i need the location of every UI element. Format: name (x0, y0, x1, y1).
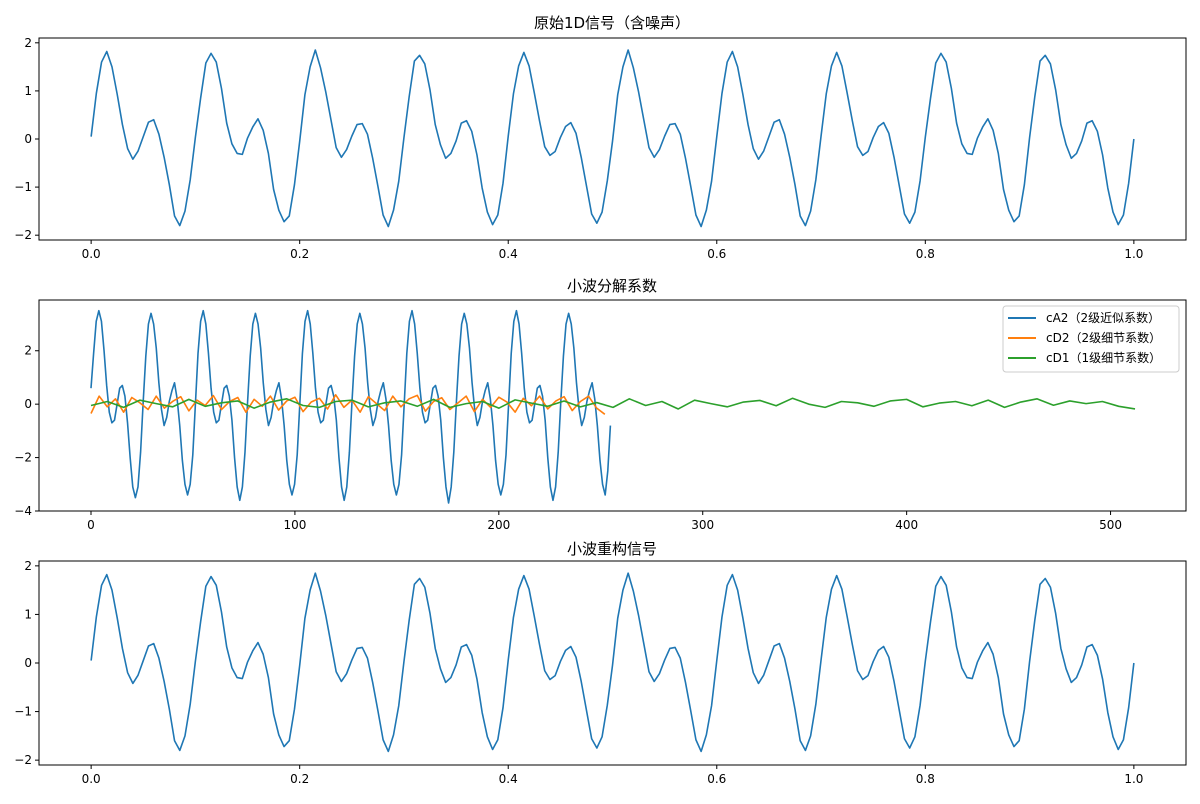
legend-label: cD1（1级细节系数） (1046, 350, 1161, 365)
series-line-1 (90, 394, 606, 415)
x-tick-label: 0 (87, 518, 95, 532)
legend-label: cA2（2级近似系数） (1046, 310, 1160, 325)
x-tick-label: 0.2 (290, 772, 309, 786)
y-tick-label: 2 (24, 344, 32, 358)
x-tick-label: 0.0 (82, 247, 101, 261)
y-tick-label: −4 (14, 504, 32, 518)
x-tick-label: 0.6 (707, 772, 726, 786)
panel-original-signal: 原始1D信号（含噪声） 0.0 0.2 0.4 0.6 0.8 1.0 −2 −1 0 1 2 (14, 14, 1187, 261)
series-line-2 (90, 397, 1136, 410)
series-line-0 (90, 572, 1135, 753)
y-tick-label: 2 (24, 36, 32, 50)
y-tick-label: −2 (14, 451, 32, 465)
panel-title: 小波重构信号 (567, 540, 657, 558)
x-tick-label: 0.8 (916, 772, 935, 786)
x-tick-label: 0.4 (499, 247, 518, 261)
series-line-0 (90, 309, 612, 504)
axes-frame (38, 299, 1187, 512)
panel-title: 小波分解系数 (567, 277, 657, 295)
x-tick-label: 1.0 (1124, 247, 1143, 261)
y-tick-label: 0 (24, 132, 32, 146)
y-tick-label: 0 (24, 656, 32, 670)
y-tick-label: 1 (24, 84, 32, 98)
x-tick-label: 0.4 (499, 772, 518, 786)
panel-title: 原始1D信号（含噪声） (534, 14, 690, 32)
x-tick-label: 500 (1099, 518, 1122, 532)
panel-reconstructed-signal: 小波重构信号 0.0 0.2 0.4 0.6 0.8 1.0 −2 −1 0 1 2 (14, 540, 1187, 786)
series-line-0 (90, 49, 1135, 228)
x-tick-label: 0.0 (82, 772, 101, 786)
legend-label: cD2（2级细节系数） (1046, 330, 1161, 345)
y-tick-label: 0 (24, 397, 32, 411)
x-tick-label: 0.8 (916, 247, 935, 261)
y-tick-label: 1 (24, 607, 32, 621)
legend-box (1002, 305, 1180, 373)
x-tick-label: 100 (283, 518, 306, 532)
x-tick-label: 200 (487, 518, 510, 532)
x-tick-label: 0.6 (707, 247, 726, 261)
legend: cA2（2级近似系数） cD2（2级细节系数） cD1（1级细节系数） (1002, 305, 1180, 373)
x-tick-label: 300 (691, 518, 714, 532)
y-tick-label: −2 (14, 753, 32, 767)
x-tick-label: 400 (895, 518, 918, 532)
y-tick-label: −2 (14, 228, 32, 242)
panel-wavelet-coefficients: 小波分解系数 0 100 200 300 400 500 −4 −2 0 2 cA2（2级近似系数）… (14, 277, 1187, 532)
y-tick-label: 2 (24, 559, 32, 573)
x-tick-label: 0.2 (290, 247, 309, 261)
y-tick-label: −1 (14, 705, 32, 719)
x-tick-label: 1.0 (1124, 772, 1143, 786)
y-tick-label: −1 (14, 180, 32, 194)
